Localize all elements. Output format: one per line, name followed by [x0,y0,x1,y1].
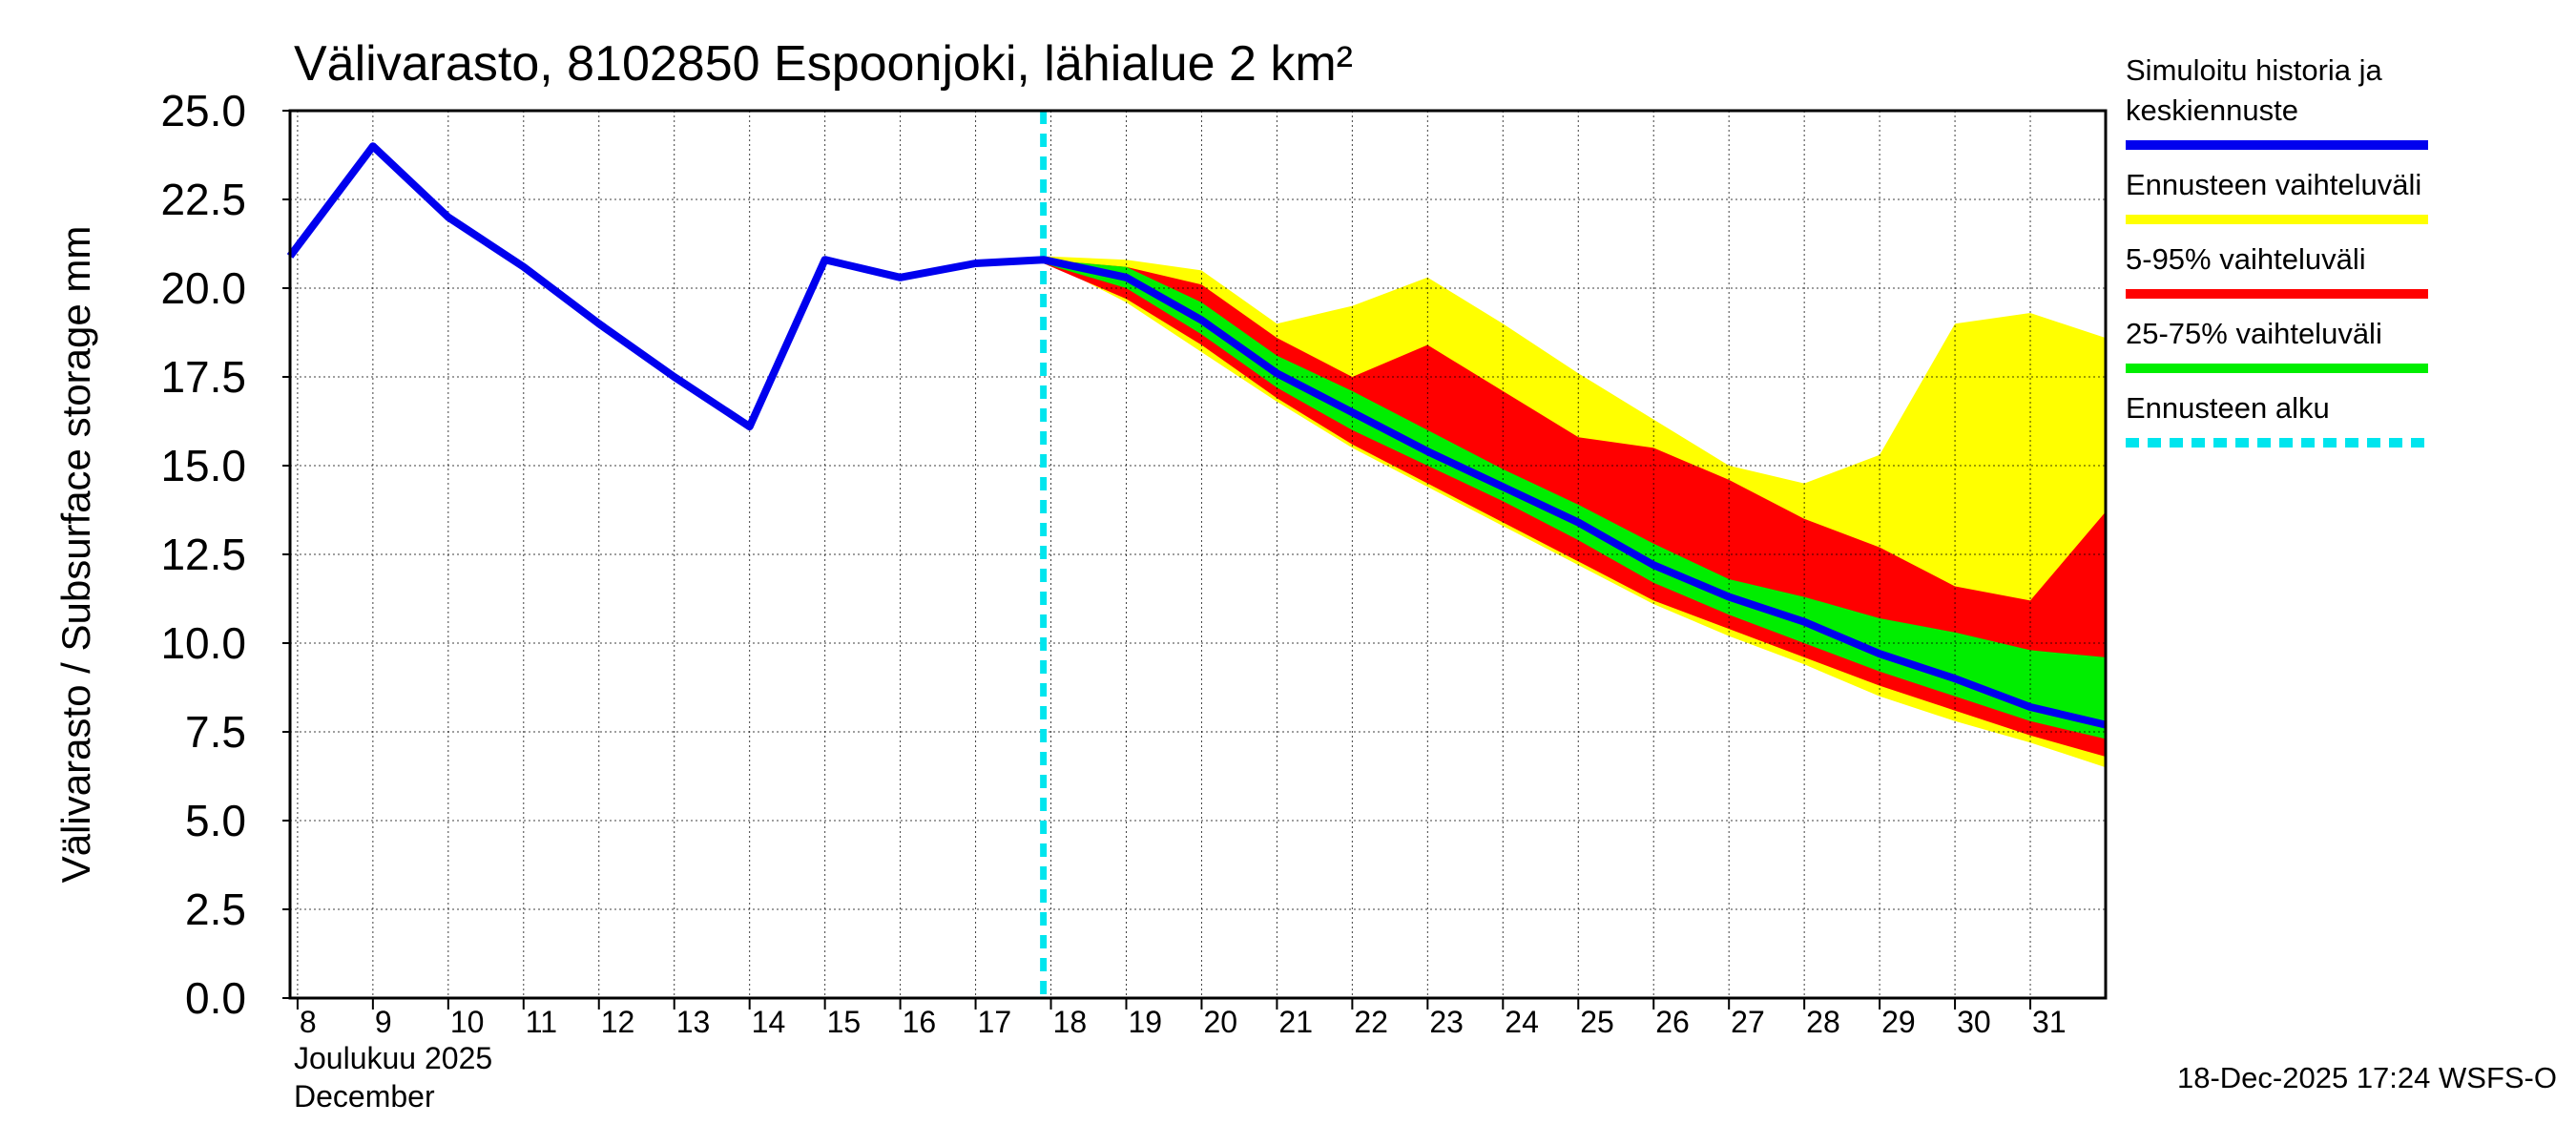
x-tick-label: 29 [1881,1005,1916,1039]
x-tick-label: 17 [978,1005,1012,1039]
x-tick-label: 13 [676,1005,711,1039]
y-tick-label: 10.0 [160,618,246,668]
x-tick-label: 19 [1128,1005,1162,1039]
plot-area [286,109,2108,1000]
y-tick-label: 0.0 [185,973,246,1023]
x-tick-label: 27 [1731,1005,1765,1039]
legend-label: Ennusteen alku [2126,391,2330,425]
legend-item: 5-95% vaihteluväli [2126,242,2428,299]
x-tick-label: 30 [1957,1005,1991,1039]
legend-item: Ennusteen vaihteluväli [2126,168,2428,224]
legend-label: Ennusteen vaihteluväli [2126,168,2421,201]
x-tick-label: 25 [1580,1005,1614,1039]
legend-label: keskiennuste [2126,94,2298,127]
legend-item: 25-75% vaihteluväli [2126,317,2428,373]
y-tick-label: 7.5 [185,707,246,757]
x-tick-label: 12 [601,1005,635,1039]
x-tick-label: 9 [375,1005,392,1039]
x-tick-label: 26 [1655,1005,1690,1039]
x-tick-label: 23 [1429,1005,1464,1039]
y-tick-label: 22.5 [160,175,246,224]
band-2 [1043,260,2106,739]
x-tick-label: 31 [2032,1005,2067,1039]
forecast-bands [1043,256,2106,768]
x-tick-label: 21 [1278,1005,1313,1039]
legend-label: 5-95% vaihteluväli [2126,242,2366,276]
x-month-label-fi: Joulukuu 2025 [294,1041,492,1075]
x-tick-label: 15 [827,1005,862,1039]
x-axis: 8 9 10 11 12 13 14 15 16 17 18 19 20 21 22 23 24 25 26 27 28… [296,998,2067,1039]
x-tick-label: 11 [526,1005,557,1039]
x-tick-label: 28 [1806,1005,1840,1039]
legend-item: Simuloitu historia ja keskiennuste [2126,53,2428,150]
y-tick-label: 15.0 [160,441,246,490]
y-tick-label: 17.5 [160,352,246,402]
x-tick-label: 18 [1053,1005,1088,1039]
x-tick-label: 24 [1505,1005,1539,1039]
legend-item: Ennusteen alku [2126,391,2428,448]
y-axis-label: Välivarasto / Subsurface storage mm [53,226,98,884]
x-tick-label: 16 [903,1005,937,1039]
median-line-layer [286,142,2107,729]
legend-label: Simuloitu historia ja [2126,53,2383,87]
y-tick-label: 2.5 [185,885,246,934]
y-axis: 0.0 2.5 5.0 7.5 10.0 12.5 15.0 17.5 20.0 22.5 25.0 [160,86,290,1023]
grid-lines [290,111,2106,998]
footer-timestamp: 18-Dec-2025 17:24 WSFS-O [2177,1061,2557,1094]
chart-title: Välivarasto, 8102850 Espoonjoki, lähialu… [294,36,1353,92]
x-month-label-en: December [294,1079,435,1114]
x-tick-label: 10 [450,1005,485,1039]
x-tick-label: 20 [1203,1005,1237,1039]
median-line [286,142,2107,729]
x-tick-label: 22 [1354,1005,1388,1039]
y-tick-label: 5.0 [185,796,246,845]
legend: Simuloitu historia ja keskiennuste Ennuste… [2126,53,2428,448]
y-tick-label: 20.0 [160,263,246,313]
legend-label: 25-75% vaihteluväli [2126,317,2382,350]
x-tick-label: 8 [300,1005,317,1039]
x-tick-label: 14 [752,1005,786,1039]
y-tick-label: 12.5 [160,530,246,579]
y-tick-label: 25.0 [160,86,246,135]
